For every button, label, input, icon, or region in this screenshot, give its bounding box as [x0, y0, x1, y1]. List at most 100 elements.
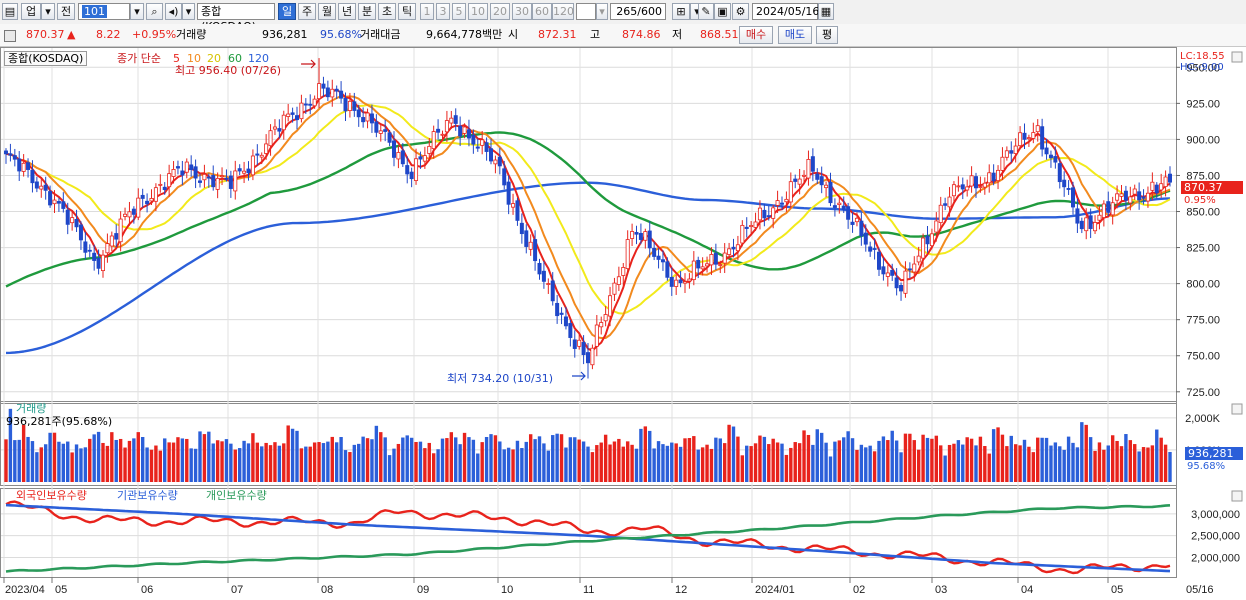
candle-body: [731, 246, 736, 250]
volume-bar: [1049, 445, 1053, 482]
ma20-line: [5, 103, 1171, 315]
sell-button[interactable]: 매도: [778, 26, 812, 44]
candle-body: [506, 181, 511, 205]
draw-tool-icon[interactable]: ✎: [698, 3, 714, 20]
volume-bar: [1093, 450, 1097, 482]
volume-bar: [1137, 451, 1141, 482]
period-day-button[interactable]: 일: [278, 3, 296, 20]
candle-body: [365, 112, 370, 122]
candle-body: [749, 225, 754, 227]
volume-bar: [202, 434, 207, 482]
individual-legend: 개인보유수량: [206, 489, 267, 502]
period-year-button[interactable]: 년: [338, 3, 356, 20]
price-tick-label: 825.00: [1186, 243, 1220, 255]
volume-bar: [881, 436, 886, 482]
candle-body: [577, 339, 582, 347]
market-select[interactable]: 업: [21, 3, 41, 20]
candle-body: [277, 128, 282, 132]
candle-body: [387, 132, 392, 143]
volume-bar: [639, 428, 643, 482]
volume-bar: [1163, 444, 1168, 482]
candle-body: [1009, 150, 1014, 154]
candle-body: [947, 196, 952, 208]
count-field[interactable]: 265/600: [610, 3, 666, 20]
stock-chart[interactable]: 950.00 925.00 900.00 875.00 850.00 825.00 800.…: [0, 47, 1246, 600]
period-tick-button[interactable]: 틱: [398, 3, 416, 20]
volume-bar: [665, 445, 670, 482]
candle-body: [1040, 126, 1045, 150]
minute-10-button[interactable]: 10: [468, 3, 488, 20]
settings-gear-icon[interactable]: ⚙: [732, 3, 749, 20]
volume-bar: [692, 436, 696, 482]
candle-body: [960, 184, 965, 190]
candle-body: [197, 180, 202, 183]
period-second-button[interactable]: 초: [378, 3, 396, 20]
candle-body: [1031, 132, 1036, 139]
candle-body: [524, 230, 529, 247]
period-month-button[interactable]: 월: [318, 3, 336, 20]
minute-5-button[interactable]: 5: [452, 3, 466, 20]
custom-minute-dropdown-icon[interactable]: ▾: [596, 3, 608, 20]
volume-bar: [925, 437, 930, 482]
volume-bar: [96, 431, 101, 482]
volume-title: 거래량: [16, 402, 47, 415]
buy-button[interactable]: 매수: [739, 26, 773, 44]
volume-bar: [154, 445, 158, 482]
volume-bar: [171, 442, 176, 482]
volume-bar: [185, 438, 189, 482]
volume-bar: [939, 445, 943, 482]
date-field[interactable]: 2024/05/16: [752, 3, 819, 20]
menu-icon[interactable]: ▤: [2, 3, 18, 20]
period-minute-button[interactable]: 분: [358, 3, 376, 20]
candle-body: [793, 178, 798, 182]
candle-body: [414, 158, 419, 181]
minute-60-button[interactable]: 60: [532, 3, 552, 20]
candle-body: [1079, 220, 1084, 230]
volume-bar: [260, 446, 264, 482]
market-dropdown-icon[interactable]: ▾: [41, 3, 55, 20]
save-icon[interactable]: ▣: [714, 3, 731, 20]
volume-bar: [224, 439, 229, 482]
volume-bar: [277, 445, 282, 482]
volume-bar: [52, 432, 57, 482]
candle-body: [1084, 217, 1089, 232]
volume-bar: [700, 447, 705, 482]
volume-bar: [678, 446, 683, 482]
minute-1-button[interactable]: 1: [420, 3, 434, 20]
volume-bar: [978, 436, 983, 482]
speaker-dropdown-icon[interactable]: ▾: [182, 3, 195, 20]
code-dropdown-icon[interactable]: ▾: [130, 3, 144, 20]
amount-label: 거래대금: [360, 28, 401, 41]
volume-bar: [4, 439, 8, 482]
candle-body: [819, 176, 824, 186]
minute-30-button[interactable]: 30: [512, 3, 532, 20]
minute-120-button[interactable]: 120: [552, 3, 574, 20]
volume-bar: [1018, 445, 1022, 482]
speaker-icon[interactable]: ◂): [165, 3, 182, 20]
minute-20-button[interactable]: 20: [490, 3, 510, 20]
volume-bar: [1053, 442, 1058, 482]
calendar-icon[interactable]: ▦: [818, 3, 834, 20]
custom-minute-input[interactable]: [576, 3, 596, 20]
expand-icon[interactable]: [4, 30, 16, 42]
code-input[interactable]: 101: [78, 3, 130, 20]
candle-body: [828, 181, 833, 204]
volume-bar: [1159, 437, 1163, 482]
candle-body: [233, 170, 238, 192]
candle-body: [153, 187, 158, 202]
volume-bar: [542, 443, 546, 482]
volume-bar: [198, 431, 202, 482]
minute-3-button[interactable]: 3: [436, 3, 450, 20]
search-icon[interactable]: ⌕: [146, 3, 163, 20]
prev-button[interactable]: 전: [57, 3, 75, 20]
current-price-tag: 870.37: [1181, 181, 1243, 194]
volume-bar: [833, 441, 837, 482]
volume-bar: [648, 430, 652, 482]
grid-tool-icon[interactable]: ⊞: [672, 3, 690, 20]
candle-body: [422, 155, 427, 162]
period-week-button[interactable]: 주: [298, 3, 316, 20]
eval-button[interactable]: 평: [816, 26, 838, 44]
ma20-legend: 20: [207, 52, 221, 65]
volume-bar: [405, 435, 409, 482]
candle-body: [369, 113, 374, 124]
